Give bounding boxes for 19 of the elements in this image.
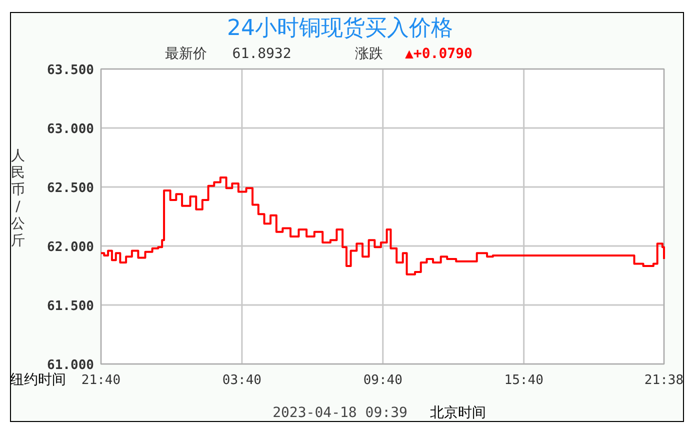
x-tick-label: 09:40 bbox=[363, 373, 402, 388]
y-axis-title: 人民币/公斤 bbox=[11, 148, 25, 249]
y-tick-label: 63.500 bbox=[47, 63, 94, 78]
chart-title: 24小时铜现货买入价格 bbox=[227, 16, 453, 41]
x-tick-label: 21:40 bbox=[81, 373, 121, 388]
text: 纽约时间 bbox=[10, 372, 66, 388]
y-tick-label: 62.000 bbox=[47, 240, 94, 255]
chart-subtitle: 最新价 61.8932 bbox=[165, 46, 292, 62]
y-tick-label: 62.500 bbox=[47, 181, 94, 196]
text: 北京时间 bbox=[430, 405, 486, 421]
text: 2023-04-18 09:39 bbox=[272, 405, 408, 421]
text: 涨跌 bbox=[355, 46, 383, 62]
x-tick-label: 15:40 bbox=[504, 373, 544, 388]
x-tick-label: 03:40 bbox=[222, 373, 262, 388]
y-tick-label: 61.000 bbox=[47, 358, 94, 373]
y-tick-label: 61.500 bbox=[47, 299, 94, 314]
x-tick-label: 21:38 bbox=[644, 373, 684, 388]
y-tick-label: 63.000 bbox=[47, 122, 94, 137]
text: ▲+0.0790 bbox=[405, 46, 472, 62]
